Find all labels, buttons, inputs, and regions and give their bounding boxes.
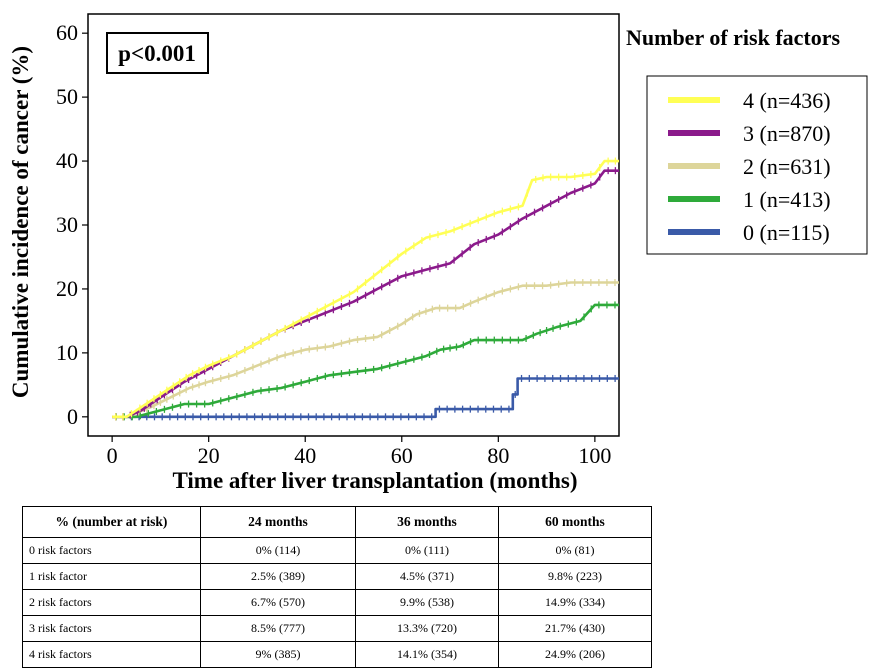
y-tick-label: 0 [67,404,78,429]
x-tick-label: 80 [487,443,509,468]
y-tick-label: 50 [56,84,78,109]
table-cell: 0% (114) [200,537,356,564]
y-tick-label: 30 [56,212,78,237]
legend-label: 4 (n=436) [743,88,831,113]
table-cell: 0% (111) [355,537,499,564]
legend-items: 4 (n=436) 3 (n=870) 2 (n=631) 1 (n=413) 0 (n… [668,88,831,245]
table-header-cell: 60 months [498,506,652,538]
legend-label: 2 (n=631) [743,154,831,179]
x-tick-label: 20 [198,443,220,468]
x-tick-label: 40 [294,443,316,468]
series-line [112,303,619,419]
table-cell: 2 risk factors [22,589,201,616]
cumulative-incidence-chart: 0 10 20 30 40 50 60 0 20 40 60 80 100 p<0.001 Time … [8,13,868,493]
y-axis-ticks: 0 10 20 30 40 50 60 [56,20,88,429]
table-row: 0 risk factors 0% (114) 0% (111) 0% (81) [22,537,652,564]
table-cell: 14.1% (354) [355,641,499,668]
y-tick-label: 60 [56,20,78,45]
x-tick-label: 0 [107,443,118,468]
pvalue-annotation: p<0.001 [118,41,196,66]
x-axis-title: Time after liver transplantation (months… [172,468,577,493]
series-line [112,377,619,419]
table-cell: 4 risk factors [22,641,201,668]
table-cell: 4.5% (371) [355,563,499,590]
x-tick-label: 60 [391,443,413,468]
y-tick-label: 10 [56,340,78,365]
table-header-row: % (number at risk) 24 months 36 months 6… [22,506,652,538]
x-tick-label: 100 [578,443,611,468]
table-row: 1 risk factor 2.5% (389) 4.5% (371) 9.8%… [22,563,652,590]
table-row: 3 risk factors 8.5% (777) 13.3% (720) 21… [22,615,652,642]
table-cell: 9.9% (538) [355,589,499,616]
series-line [112,281,619,419]
table-cell: 8.5% (777) [200,615,356,642]
table-cell: 9% (385) [200,641,356,668]
table-header-cell: 24 months [200,506,356,538]
table-cell: 13.3% (720) [355,615,499,642]
table-cell: 3 risk factors [22,615,201,642]
table-cell: 21.7% (430) [498,615,652,642]
table-cell: 14.9% (334) [498,589,652,616]
table-cell: 0 risk factors [22,537,201,564]
y-tick-label: 40 [56,148,78,173]
legend-label: 1 (n=413) [743,187,831,212]
y-axis-title: Cumulative incidence of cancer (%) [8,46,33,398]
table-header-cell: 36 months [355,506,499,538]
table-row: 2 risk factors 6.7% (570) 9.9% (538) 14.… [22,589,652,616]
table-row: 4 risk factors 9% (385) 14.1% (354) 24.9… [22,641,652,668]
table-cell: 1 risk factor [22,563,201,590]
table-cell: 2.5% (389) [200,563,356,590]
x-axis-ticks: 0 20 40 60 80 100 [107,436,611,468]
risk-table: % (number at risk) 24 months 36 months 6… [22,506,652,668]
legend-title: Number of risk factors [626,25,840,50]
y-tick-label: 20 [56,276,78,301]
table-cell: 6.7% (570) [200,589,356,616]
pvalue-box [106,32,209,74]
legend-label: 0 (n=115) [743,220,830,245]
table-cell: 0% (81) [498,537,652,564]
table-cell: 9.8% (223) [498,563,652,590]
legend-label: 3 (n=870) [743,121,831,146]
table-cell: 24.9% (206) [498,641,652,668]
series-layer [112,157,619,421]
table-header-cell: % (number at risk) [22,506,201,538]
